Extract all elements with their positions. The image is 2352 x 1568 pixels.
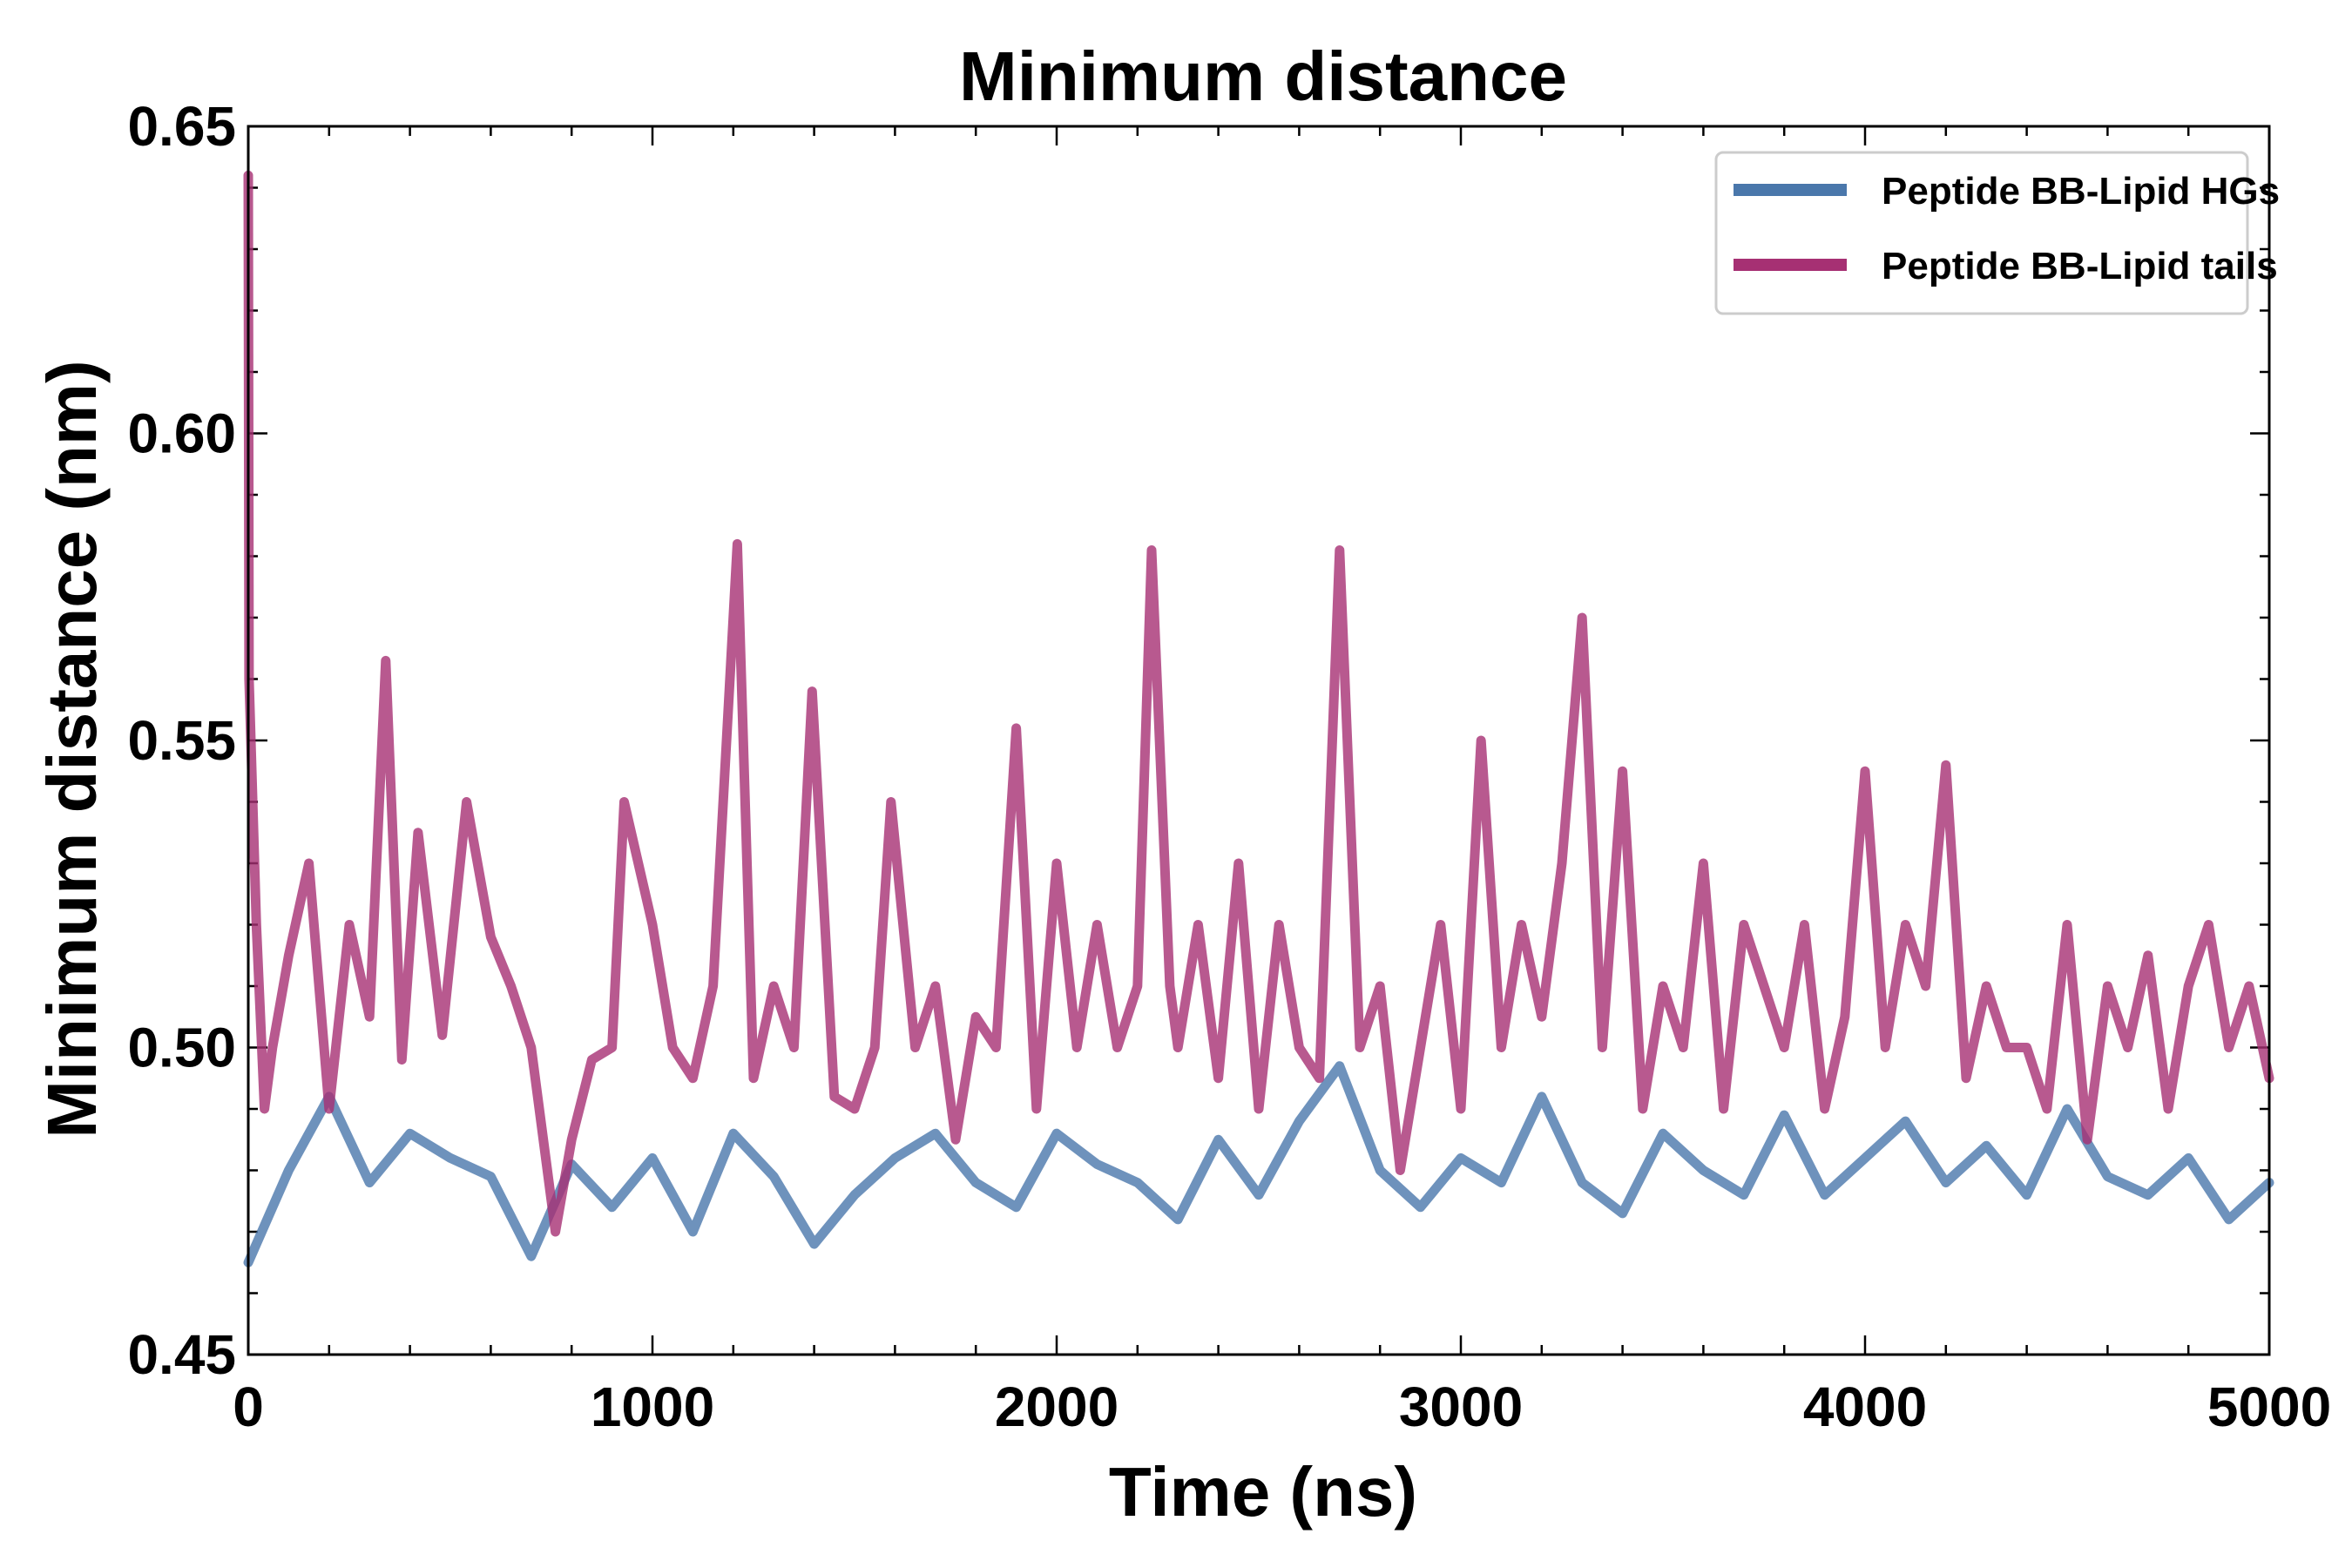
y-axis-label: Minimum distance (nm) (33, 360, 111, 1138)
legend-box (1714, 151, 2249, 315)
series-line-1 (243, 170, 2274, 1237)
series-line-0 (243, 1061, 2274, 1267)
legend: Peptide BB-Lipid HGs Peptide BB-Lipid ta… (1714, 151, 2280, 315)
plot-frame (247, 125, 2271, 1356)
x-axis-label: Time (ns) (1109, 1453, 1417, 1531)
x-tick-label: 5000 (2207, 1375, 2331, 1438)
x-tick-label: 3000 (1399, 1375, 1523, 1438)
legend-label-hgs: Peptide BB-Lipid HGs (1882, 170, 2280, 213)
y-tick-label: 0.50 (127, 1017, 236, 1079)
x-tick-label: 4000 (1803, 1375, 1927, 1438)
y-tick-label: 0.55 (127, 709, 236, 772)
axis-tick-labels: 0 1000 2000 3000 4000 5000 0.45 0.50 0.55 0.60 0.6… (127, 95, 2331, 1438)
y-tick-label: 0.65 (127, 95, 236, 158)
chart-title: Minimum distance (959, 37, 1567, 115)
y-tick-label: 0.60 (127, 402, 236, 465)
x-tick-label: 2000 (995, 1375, 1119, 1438)
x-tick-label: 0 (233, 1375, 264, 1438)
legend-label-tails: Peptide BB-Lipid tails (1882, 245, 2278, 287)
series-layer (243, 170, 2274, 1267)
x-tick-label: 1000 (591, 1375, 714, 1438)
y-tick-label: 0.45 (127, 1323, 236, 1386)
